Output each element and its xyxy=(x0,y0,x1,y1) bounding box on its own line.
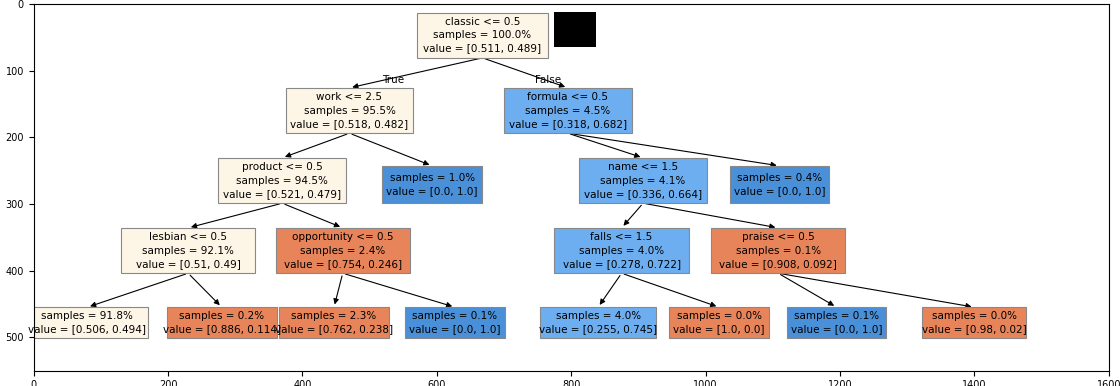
FancyBboxPatch shape xyxy=(417,12,548,58)
Text: falls <= 1.5
samples = 4.0%
value = [0.278, 0.722]: falls <= 1.5 samples = 4.0% value = [0.2… xyxy=(562,232,681,269)
FancyBboxPatch shape xyxy=(382,166,482,203)
Text: samples = 0.1%
value = [0.0, 1.0]: samples = 0.1% value = [0.0, 1.0] xyxy=(409,311,501,334)
FancyBboxPatch shape xyxy=(27,307,148,338)
FancyBboxPatch shape xyxy=(218,158,346,203)
FancyBboxPatch shape xyxy=(554,228,689,273)
Text: product <= 0.5
samples = 94.5%
value = [0.521, 0.479]: product <= 0.5 samples = 94.5% value = [… xyxy=(223,163,342,199)
FancyBboxPatch shape xyxy=(554,12,596,47)
Text: samples = 0.4%
value = [0.0, 1.0]: samples = 0.4% value = [0.0, 1.0] xyxy=(734,173,825,196)
FancyBboxPatch shape xyxy=(923,307,1026,338)
FancyBboxPatch shape xyxy=(504,88,632,133)
Text: formula <= 0.5
samples = 4.5%
value = [0.318, 0.682]: formula <= 0.5 samples = 4.5% value = [0… xyxy=(508,92,627,129)
FancyBboxPatch shape xyxy=(405,307,505,338)
Text: samples = 0.1%
value = [0.0, 1.0]: samples = 0.1% value = [0.0, 1.0] xyxy=(791,311,883,334)
FancyBboxPatch shape xyxy=(787,307,886,338)
FancyBboxPatch shape xyxy=(730,166,829,203)
FancyBboxPatch shape xyxy=(276,228,410,273)
FancyBboxPatch shape xyxy=(670,307,768,338)
FancyBboxPatch shape xyxy=(579,158,707,203)
Text: samples = 2.3%
value = [0.762, 0.238]: samples = 2.3% value = [0.762, 0.238] xyxy=(274,311,393,334)
Text: lesbian <= 0.5
samples = 92.1%
value = [0.51, 0.49]: lesbian <= 0.5 samples = 92.1% value = [… xyxy=(136,232,241,269)
Text: praise <= 0.5
samples = 0.1%
value = [0.908, 0.092]: praise <= 0.5 samples = 0.1% value = [0.… xyxy=(719,232,837,269)
Text: samples = 1.0%
value = [0.0, 1.0]: samples = 1.0% value = [0.0, 1.0] xyxy=(386,173,478,196)
Text: samples = 0.0%
value = [1.0, 0.0]: samples = 0.0% value = [1.0, 0.0] xyxy=(673,311,765,334)
FancyBboxPatch shape xyxy=(279,307,389,338)
Text: classic <= 0.5
samples = 100.0%
value = [0.511, 0.489]: classic <= 0.5 samples = 100.0% value = … xyxy=(423,17,542,53)
Text: samples = 0.0%
value = [0.98, 0.02]: samples = 0.0% value = [0.98, 0.02] xyxy=(922,311,1027,334)
Text: samples = 91.8%
value = [0.506, 0.494]: samples = 91.8% value = [0.506, 0.494] xyxy=(28,311,147,334)
Text: False: False xyxy=(535,74,561,85)
FancyBboxPatch shape xyxy=(167,307,277,338)
Text: name <= 1.5
samples = 4.1%
value = [0.336, 0.664]: name <= 1.5 samples = 4.1% value = [0.33… xyxy=(584,163,702,199)
FancyBboxPatch shape xyxy=(711,228,846,273)
Text: samples = 0.2%
value = [0.886, 0.114]: samples = 0.2% value = [0.886, 0.114] xyxy=(162,311,281,334)
FancyBboxPatch shape xyxy=(540,307,656,338)
Text: opportunity <= 0.5
samples = 2.4%
value = [0.754, 0.246]: opportunity <= 0.5 samples = 2.4% value … xyxy=(283,232,402,269)
Text: work <= 2.5
samples = 95.5%
value = [0.518, 0.482]: work <= 2.5 samples = 95.5% value = [0.5… xyxy=(290,92,409,129)
Text: True: True xyxy=(382,74,404,85)
Text: samples = 4.0%
value = [0.255, 0.745]: samples = 4.0% value = [0.255, 0.745] xyxy=(539,311,657,334)
FancyBboxPatch shape xyxy=(121,228,255,273)
FancyBboxPatch shape xyxy=(286,88,413,133)
